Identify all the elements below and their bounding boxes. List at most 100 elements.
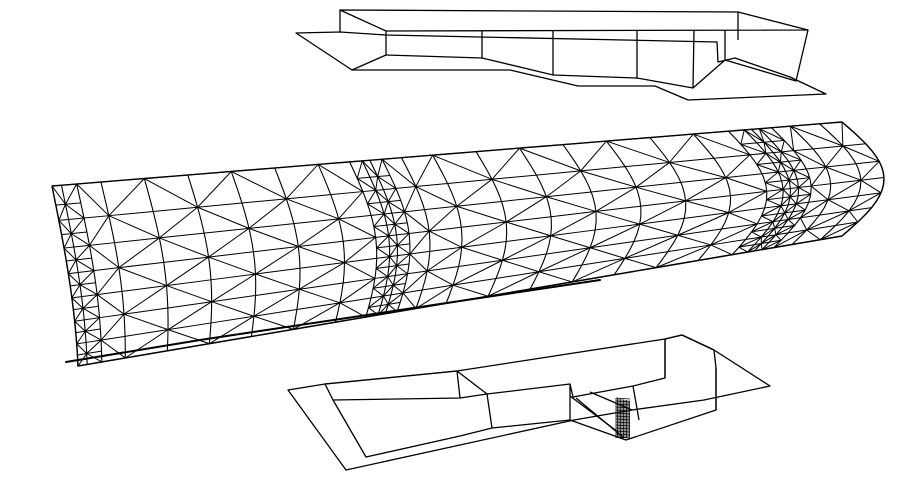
tube-edge <box>780 160 789 163</box>
tube-edge <box>63 246 74 249</box>
tube-edge <box>376 256 390 259</box>
tube-edge <box>756 162 774 166</box>
tube-edge <box>82 305 99 309</box>
tube-edge <box>197 202 243 208</box>
tube-edge <box>396 263 410 267</box>
tube-edge <box>75 259 95 272</box>
tube-edge <box>422 284 454 291</box>
tube-edge <box>428 230 462 248</box>
tube-edge <box>825 166 861 181</box>
tube-edge <box>197 206 250 229</box>
tube-edge <box>432 151 477 156</box>
tube-edge <box>409 250 430 255</box>
bottom-plate-wall <box>632 385 640 421</box>
tube-ring <box>400 157 431 310</box>
tube-edge <box>369 158 383 161</box>
tube-edge <box>51 184 62 187</box>
tube-edge <box>211 273 256 303</box>
tube-edge <box>758 128 765 143</box>
tube-edge <box>728 129 745 132</box>
tube-edge <box>396 253 411 267</box>
tube-edge <box>798 187 812 195</box>
tube-edge <box>166 256 209 286</box>
tube-edge <box>428 205 458 232</box>
tube-edge <box>761 234 777 244</box>
tube-ring <box>76 183 103 363</box>
tube-edge <box>407 270 428 275</box>
tube-edge <box>387 275 396 278</box>
tube-edge <box>677 228 722 236</box>
tube-ring <box>743 129 784 253</box>
bottom-plate-mesh-line <box>615 400 631 403</box>
tube-edge <box>339 278 376 304</box>
tube-ring <box>518 147 552 290</box>
tube-edge <box>79 284 98 296</box>
tube-edge <box>55 203 66 206</box>
tube-edge <box>795 193 812 205</box>
tube-edge <box>58 204 66 221</box>
tube-ring <box>789 125 832 246</box>
bottom-plate-brace <box>589 391 633 411</box>
tube-edge <box>773 151 782 154</box>
tube-edge <box>381 158 417 187</box>
tube-edge <box>506 235 551 242</box>
tube-edge <box>248 223 294 229</box>
tube-edge <box>800 214 820 219</box>
tube-edge <box>779 151 782 163</box>
tube-edge <box>75 245 90 261</box>
tube-edge <box>365 314 379 318</box>
tube-edge <box>842 143 866 147</box>
tube-edge <box>204 227 250 234</box>
tube-edge <box>590 241 634 249</box>
tube-edge <box>787 209 806 220</box>
tube-edge <box>404 209 425 213</box>
tube-edge <box>780 219 789 222</box>
tube-edge <box>782 196 791 199</box>
tube-edge <box>65 203 85 219</box>
tube-edge <box>387 188 397 202</box>
tube-edge <box>766 197 783 201</box>
tube-edge <box>388 301 401 305</box>
tube-edge <box>792 209 806 213</box>
tube-edge <box>318 161 350 165</box>
tube-edge <box>123 285 167 315</box>
tube-edge <box>745 236 762 241</box>
tube-edge <box>789 126 795 151</box>
tube-edge <box>415 154 434 187</box>
tube-edge <box>380 303 389 307</box>
tube-edge <box>571 257 626 283</box>
tube-edge <box>293 218 339 225</box>
tube-edge <box>286 194 331 200</box>
tube-edge <box>635 181 681 188</box>
tube-edge <box>766 199 782 207</box>
tube-edge <box>375 235 389 238</box>
tube-edge <box>394 222 408 225</box>
tube-edge <box>749 152 767 156</box>
tube-edge <box>812 145 843 150</box>
tube-edge <box>356 177 377 191</box>
tube-edge <box>763 141 773 143</box>
tube-edge <box>793 159 802 171</box>
tube-edge <box>377 313 386 316</box>
tube-edge <box>286 198 339 220</box>
tube-edge <box>461 221 507 228</box>
tube-ring <box>750 128 792 252</box>
tube-edge <box>725 177 767 192</box>
tube-edge <box>738 236 762 248</box>
tube-edge <box>740 143 767 154</box>
tube-edge <box>393 273 408 286</box>
tube-edge <box>785 169 794 172</box>
tube-edge <box>89 215 110 246</box>
tube-edge <box>118 267 167 287</box>
tube-edge <box>93 267 119 272</box>
tube-edge <box>209 336 252 345</box>
tube-edge <box>756 164 779 173</box>
tube-edge <box>73 244 90 248</box>
tube-edge <box>391 211 405 214</box>
tube-edge <box>299 261 345 269</box>
tube-edge <box>848 207 872 212</box>
tube-edge <box>376 245 390 249</box>
tube-edge <box>68 271 79 275</box>
tube-edge <box>427 266 459 272</box>
tube-edge <box>377 174 391 178</box>
